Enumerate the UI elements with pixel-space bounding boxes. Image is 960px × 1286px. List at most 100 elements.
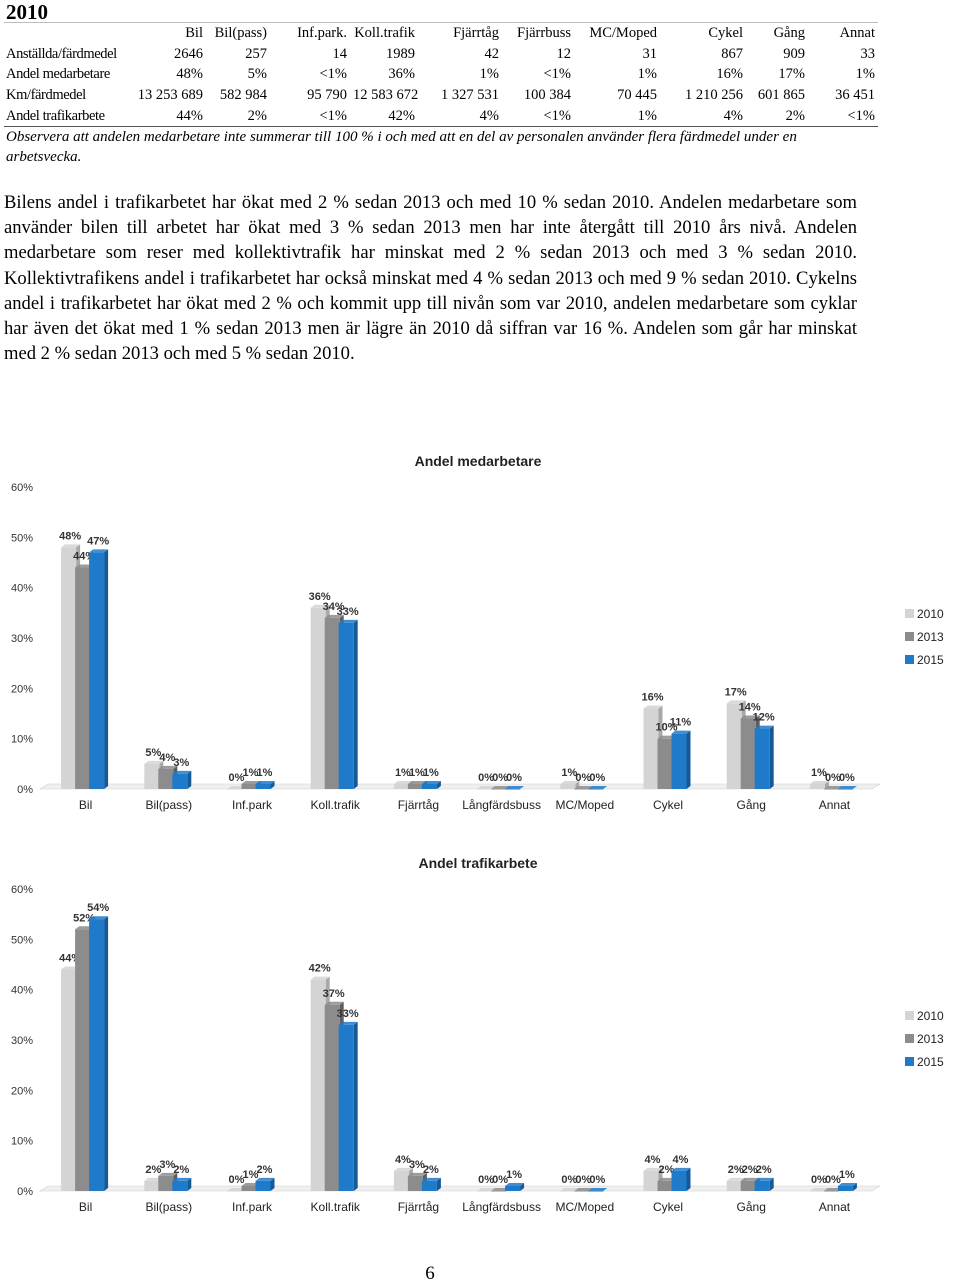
bar-top [671,1167,691,1171]
bar [643,708,659,789]
x-category-label: Fjärrtåg [398,1200,439,1214]
chart-andel-trafikarbete: Andel trafikarbete 0% 10% 20% 30% 40% 50% 60% 44… [0,842,960,1237]
data-label: 2% [257,1164,273,1176]
data-label: 0% [492,772,508,784]
bar [823,789,839,790]
bar [477,789,493,790]
legend-swatch [905,1011,914,1020]
bar [255,1180,271,1191]
bar-top [574,786,594,789]
chart-title: Andel medarbetare [415,453,542,469]
bar [505,789,521,790]
bar-chart-svg: Andel trafikarbete0%10%20%30%40%50%60%44… [11,855,944,1214]
table-column-header: Fjärrtåg [418,21,502,44]
table-column-header: Annat [808,21,878,44]
table-corner-cell [4,21,122,44]
bar-top [837,786,857,789]
bar-top [726,1177,746,1181]
bar-top [740,715,760,719]
bar-top [588,1188,608,1191]
y-tick-label: 10% [11,1136,33,1148]
legend-swatch [905,1034,914,1043]
table-cell: 14 [332,45,348,62]
data-label: 12% [753,712,775,724]
table-cell: 1% [855,66,875,83]
bar-side [436,1177,441,1191]
bar-side [436,780,441,789]
y-tick-label: 40% [11,583,33,595]
table-cell: 1 327 531 [441,87,499,104]
data-label: 47% [87,535,109,547]
bar [227,1191,243,1192]
bar-top [393,780,413,784]
body-paragraph: Bilens andel i trafikarbetet har ökat me… [4,192,857,365]
y-tick-label: 0% [17,784,33,796]
table-row: Km/färdmedel 13 253 689 582 984 95 790 12 58… [4,85,878,106]
bar [491,789,507,790]
bar [75,567,91,789]
bar-top [89,549,109,553]
x-category-label: Inf.park [232,1200,273,1214]
table-cell: 4% [418,105,502,127]
table-cell: <1% [543,66,571,83]
table-cell: 582 984 [219,87,267,104]
bar [89,552,105,789]
table-cell: 867 [721,45,743,62]
data-label: 5% [145,747,161,759]
table-cell: 2% [746,105,808,127]
bar-top [407,1172,427,1176]
table-cell: 1 210 256 [685,87,743,104]
data-label: 0% [811,1174,827,1186]
data-label: 10% [655,722,677,734]
bar-top [560,1188,580,1191]
bar [726,703,742,789]
table-cell: 1% [574,105,660,127]
bar [144,763,160,789]
bar-top [809,1188,829,1191]
data-label: 2% [145,1164,161,1176]
table-cell: 257 [245,45,267,62]
table-cell: 36 451 [835,87,875,104]
bar-top [643,1167,663,1171]
table-cell: 5% [247,66,267,83]
chart-andel-medarbetare: Andel medarbetare 0% 10% 20% 30% 40% 50% 60% 48%… [0,440,960,835]
x-category-label: Annat [819,1200,851,1214]
bar-top [324,1001,344,1005]
data-label: 0% [575,772,591,784]
bar-side [353,619,358,789]
y-tick-label: 10% [11,734,33,746]
bar [671,1170,687,1191]
y-tick-label: 0% [17,1186,33,1198]
data-label: 1% [423,767,439,779]
table-cell: 42 [484,45,500,62]
bar [393,783,409,789]
table-cell: 1% [479,66,499,83]
data-label: 0% [561,1174,577,1186]
bar-side [769,725,774,789]
bar [310,607,326,789]
y-tick-label: 30% [11,633,33,645]
bar [241,1185,257,1191]
table-cell: 1% [637,66,657,83]
data-label: 33% [337,1008,359,1020]
data-label: 2% [742,1164,758,1176]
bar-top [837,1182,857,1186]
table-cell: 909 [783,45,805,62]
bar-top [754,1177,774,1181]
table-cell: 601 865 [757,87,805,104]
table-header-row: Bil Bil(pass) Inf.park. Koll.trafik Fjärrtåg… [4,21,878,44]
bar-top [158,1172,178,1176]
bar [324,617,340,789]
table-column-header: Koll.trafik [350,21,418,44]
table-cell: <1% [319,66,347,83]
data-label: 3% [159,1159,175,1171]
bar [809,1191,825,1192]
data-label: 2% [728,1164,744,1176]
bar [407,783,423,789]
bar [144,1180,160,1191]
y-tick-label: 60% [11,482,33,494]
bar [172,773,188,789]
data-label: 2% [423,1164,439,1176]
legend-label: 2013 [917,1032,944,1046]
data-label: 2% [659,1164,675,1176]
